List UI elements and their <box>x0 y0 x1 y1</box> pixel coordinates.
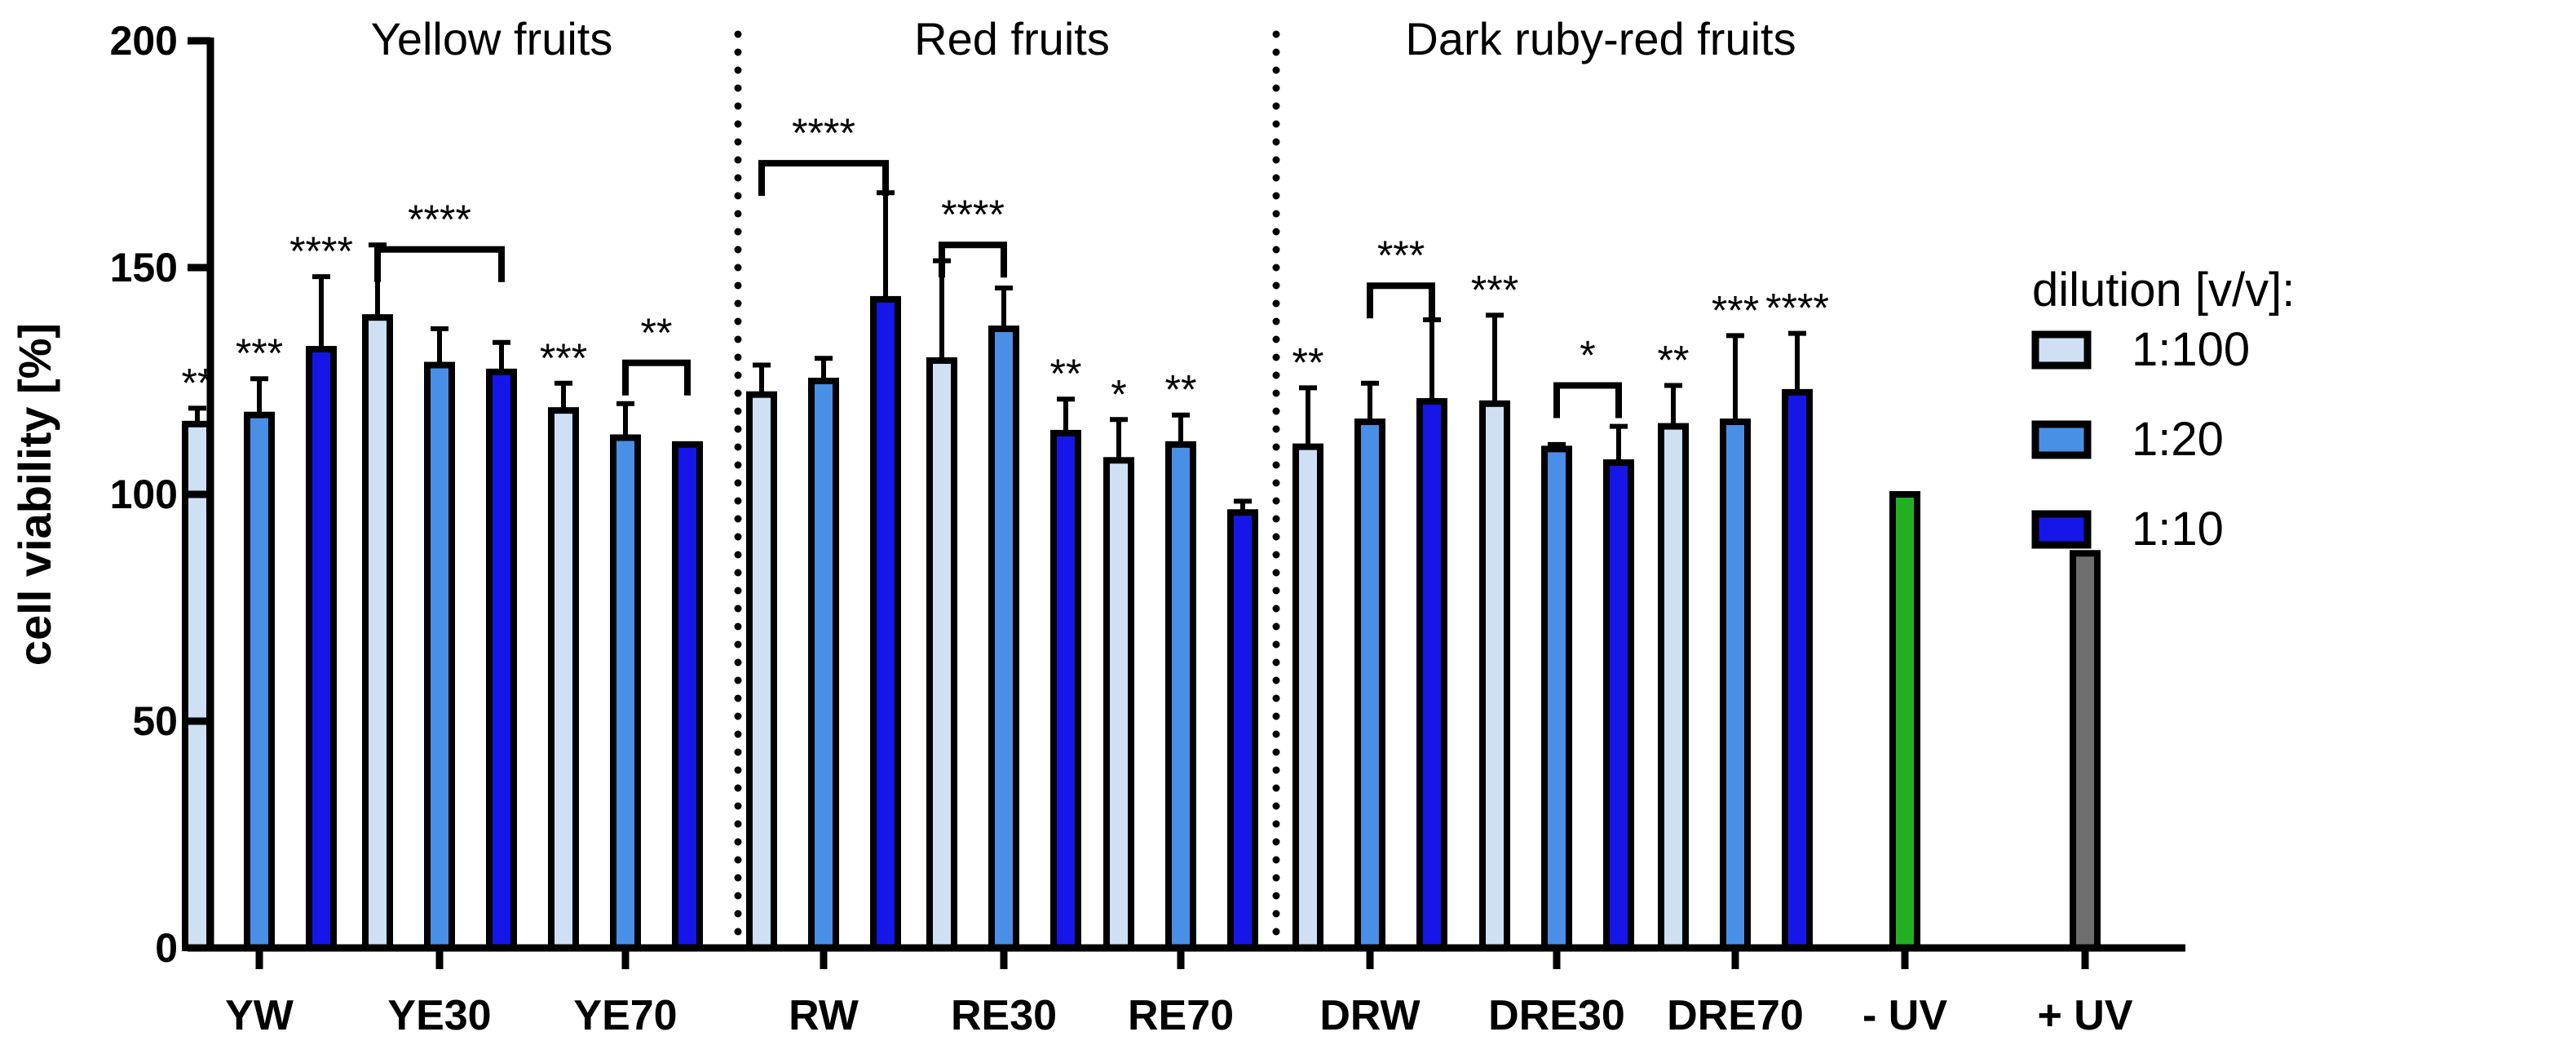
bar-control <box>2070 550 2101 952</box>
significance-label: ** <box>1292 339 1324 385</box>
bar-re30-2 <box>1050 429 1081 951</box>
x-tick-label: DRE30 <box>1488 992 1625 1039</box>
bar-rw-1 <box>808 378 839 951</box>
x-tick-label: YW <box>225 992 294 1039</box>
bar-yw-1 <box>244 411 275 951</box>
bar-ye30-1 <box>424 361 455 952</box>
legend-swatch <box>2031 510 2092 549</box>
x-tick-label: RE30 <box>951 992 1057 1039</box>
bar-ye30-0 <box>362 314 393 952</box>
significance-bracket <box>622 359 691 396</box>
significance-label: ** <box>641 310 673 356</box>
x-tick-label: YE70 <box>573 992 677 1039</box>
bar-ye70-2 <box>672 441 703 951</box>
bar-re70-0 <box>1103 457 1134 951</box>
x-tick-label: RW <box>789 992 859 1039</box>
significance-label: **** <box>408 197 471 242</box>
legend-title: dilution [v/v]: <box>2032 264 2295 317</box>
y-tick-label: 100 <box>110 472 178 517</box>
significance-bracket <box>939 241 1007 278</box>
bar-dre30-1 <box>1541 445 1572 951</box>
x-tick-label: YE30 <box>387 992 491 1039</box>
x-tick-label: + UV <box>2037 992 2132 1039</box>
significance-label: * <box>1111 371 1126 417</box>
bar-dre70-2 <box>1782 388 1813 951</box>
significance-label: **** <box>792 110 855 156</box>
significance-label: ** <box>1165 367 1197 413</box>
x-tick-label: RE70 <box>1128 992 1234 1039</box>
significance-label: *** <box>236 330 283 376</box>
x-tick-label: - UV <box>1862 992 1947 1039</box>
bar-dre70-0 <box>1658 423 1689 951</box>
significance-label: * <box>1580 333 1595 379</box>
y-tick-label: 150 <box>110 245 178 290</box>
y-tick-label: 50 <box>132 698 178 744</box>
bar-yw-2 <box>306 346 337 951</box>
significance-label: ** <box>182 360 214 405</box>
y-tick-label: 0 <box>155 925 178 971</box>
significance-label: **** <box>941 192 1005 237</box>
y-axis-title: cell viability [%] <box>9 323 60 666</box>
legend-label: 1:10 <box>2132 503 2224 556</box>
y-tick-label: 200 <box>110 18 178 64</box>
bar-dre70-1 <box>1720 418 1751 951</box>
bar-ye70-1 <box>610 434 641 951</box>
x-tick-label: DRW <box>1319 992 1421 1039</box>
x-tick-label: DRE70 <box>1667 992 1804 1039</box>
plot-area: 0 50 100 150 200 YW YE30 YE70 RW RE30 RE70 DRW DRE30… <box>110 13 2185 1039</box>
significance-label: ** <box>1658 338 1690 383</box>
significance-bracket <box>1553 382 1622 418</box>
bar-control <box>1889 491 1920 951</box>
bar-drw-1 <box>1354 418 1385 951</box>
legend-label: 1:20 <box>2132 413 2224 466</box>
bar-rw-2 <box>870 295 901 952</box>
group-label: Red fruits <box>914 13 1110 64</box>
group-label: Dark ruby-red fruits <box>1405 13 1796 64</box>
legend-label: 1:100 <box>2132 323 2250 376</box>
significance-bracket <box>374 246 505 282</box>
bar-yw-0 <box>182 420 213 951</box>
significance-label: **** <box>289 228 353 274</box>
bar-rw-0 <box>746 391 777 951</box>
bar-dre30-0 <box>1479 400 1510 951</box>
significance-label: *** <box>1377 232 1425 278</box>
significance-label: *** <box>1712 287 1759 333</box>
legend-swatch <box>2031 330 2092 370</box>
group-label: Yellow fruits <box>371 13 613 64</box>
bar-re30-0 <box>926 356 957 952</box>
legend: dilution [v/v]: 1:100 1:20 1:10 <box>2031 264 2295 556</box>
significance-label: *** <box>540 335 587 381</box>
bar-drw-2 <box>1416 398 1447 951</box>
significance-label: ** <box>1050 351 1082 396</box>
significance-bracket <box>758 160 889 197</box>
bar-drw-0 <box>1292 443 1323 951</box>
bar-re30-1 <box>988 326 1019 951</box>
legend-swatch <box>2031 420 2092 459</box>
bar-dre30-2 <box>1603 459 1634 951</box>
significance-label: *** <box>1471 267 1518 312</box>
significance-label: **** <box>1765 286 1829 331</box>
significance-bracket <box>1367 282 1435 319</box>
bar-re70-2 <box>1227 509 1258 951</box>
bar-ye30-2 <box>486 368 517 951</box>
bar-re70-1 <box>1165 441 1196 951</box>
bar-ye70-0 <box>548 407 579 951</box>
